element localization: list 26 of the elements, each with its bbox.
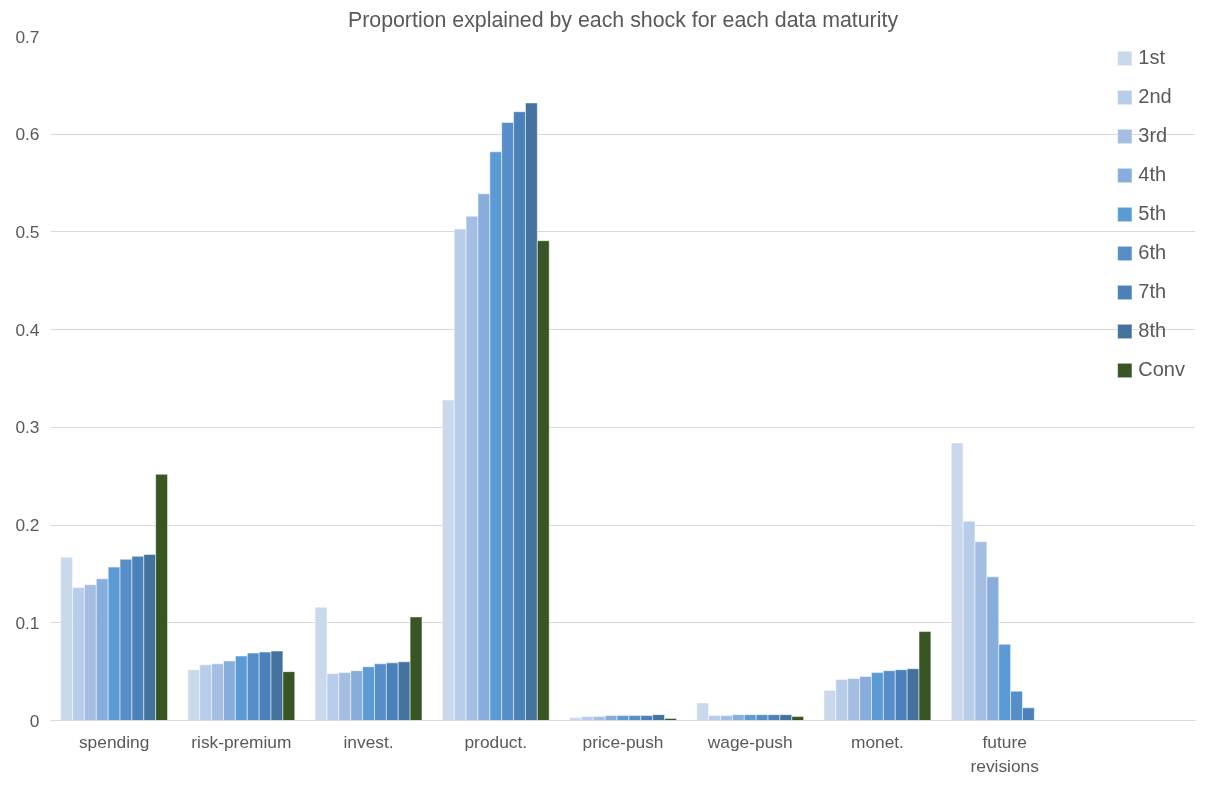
legend-label: 2nd bbox=[1138, 85, 1172, 108]
legend-label: 6th bbox=[1138, 241, 1167, 264]
x-tick-label: spending bbox=[78, 731, 150, 752]
y-tick-label: 0.6 bbox=[15, 124, 40, 145]
legend-label: 7th bbox=[1138, 280, 1167, 303]
x-tick-label: price-push bbox=[582, 731, 664, 752]
legend-label: 8th bbox=[1138, 319, 1167, 342]
y-tick-label: 0.7 bbox=[15, 26, 40, 47]
y-tick-label: 0.1 bbox=[15, 612, 40, 633]
legend-label: 5th bbox=[1138, 202, 1167, 225]
y-tick-label: 0.5 bbox=[15, 221, 40, 242]
legend-label: 4th bbox=[1138, 163, 1167, 186]
y-tick-label: 0.2 bbox=[15, 515, 40, 536]
legend-label: Conv bbox=[1138, 358, 1185, 381]
x-tick-label: product. bbox=[464, 731, 528, 752]
x-tick-label: risk-premium bbox=[191, 731, 292, 752]
x-tick-label: future revisions bbox=[970, 731, 1040, 776]
y-tick-label: 0.4 bbox=[15, 319, 40, 340]
chart-title: Proportion explained by each shock for each data maturity bbox=[347, 7, 899, 32]
y-tick-label: 0.3 bbox=[15, 417, 40, 438]
y-tick-label: 0 bbox=[29, 710, 40, 731]
legend-label: 1st bbox=[1138, 46, 1165, 69]
x-tick-label: monet. bbox=[850, 731, 904, 752]
x-tick-label: wage-push bbox=[706, 731, 793, 752]
legend-label: 3rd bbox=[1138, 124, 1168, 147]
x-tick-label: invest. bbox=[343, 731, 394, 752]
